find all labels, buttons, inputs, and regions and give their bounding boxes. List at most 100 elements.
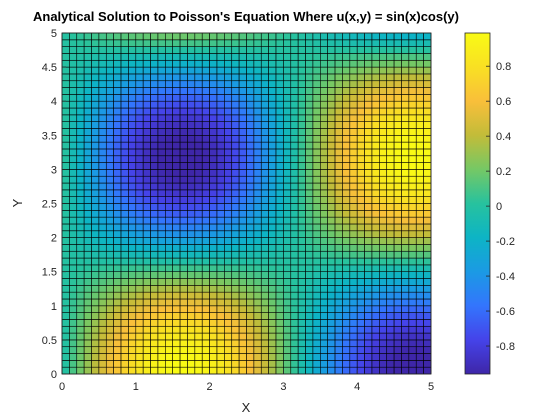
- heatmap-cell: [372, 244, 379, 251]
- heatmap-cell: [232, 40, 239, 47]
- heatmap-cell: [195, 265, 202, 272]
- heatmap-cell: [276, 122, 283, 129]
- heatmap-cell: [84, 326, 91, 333]
- heatmap-cell: [276, 197, 283, 204]
- heatmap-cell: [92, 367, 99, 374]
- heatmap-cell: [92, 244, 99, 251]
- heatmap-cell: [232, 231, 239, 238]
- heatmap-cell: [114, 306, 121, 313]
- heatmap-cell: [180, 47, 187, 54]
- heatmap-cell: [239, 333, 246, 340]
- heatmap-cell: [180, 163, 187, 170]
- heatmap-cell: [394, 176, 401, 183]
- heatmap-cell: [335, 210, 342, 217]
- heatmap-cell: [261, 183, 268, 190]
- heatmap-cell: [306, 238, 313, 245]
- heatmap-cell: [306, 128, 313, 135]
- heatmap-cell: [401, 122, 408, 129]
- heatmap-cell: [357, 347, 364, 354]
- heatmap-cell: [180, 217, 187, 224]
- heatmap-cell: [283, 224, 290, 231]
- heatmap-cell: [416, 81, 423, 88]
- heatmap-cell: [365, 115, 372, 122]
- heatmap-cell: [69, 149, 76, 156]
- heatmap-cell: [114, 197, 121, 204]
- heatmap-cell: [106, 60, 113, 67]
- heatmap-cell: [136, 47, 143, 54]
- heatmap-cell: [165, 128, 172, 135]
- heatmap-cell: [247, 244, 254, 251]
- heatmap-cell: [394, 108, 401, 115]
- heatmap-cell: [365, 224, 372, 231]
- heatmap-cell: [69, 279, 76, 286]
- heatmap-cell: [143, 169, 150, 176]
- heatmap-cell: [350, 313, 357, 320]
- heatmap-cell: [328, 279, 335, 286]
- heatmap-cell: [387, 169, 394, 176]
- heatmap-cell: [173, 326, 180, 333]
- heatmap-cell: [401, 265, 408, 272]
- heatmap-cell: [114, 94, 121, 101]
- heatmap-cell: [173, 354, 180, 361]
- heatmap-cell: [328, 149, 335, 156]
- heatmap-cell: [283, 210, 290, 217]
- heatmap-cell: [247, 231, 254, 238]
- heatmap-cell: [128, 135, 135, 142]
- heatmap-cell: [350, 149, 357, 156]
- heatmap-cell: [409, 169, 416, 176]
- heatmap-cell: [232, 122, 239, 129]
- heatmap-cell: [306, 354, 313, 361]
- heatmap-cell: [357, 53, 364, 60]
- heatmap-cell: [387, 238, 394, 245]
- heatmap-cell: [365, 238, 372, 245]
- heatmap-cell: [372, 197, 379, 204]
- heatmap-cell: [350, 142, 357, 149]
- heatmap-cell: [283, 94, 290, 101]
- heatmap-cell: [298, 142, 305, 149]
- heatmap-cell: [320, 67, 327, 74]
- heatmap-cell: [114, 258, 121, 265]
- heatmap-cell: [217, 108, 224, 115]
- heatmap-cell: [409, 156, 416, 163]
- heatmap-cell: [210, 244, 217, 251]
- heatmap-cell: [365, 40, 372, 47]
- heatmap-cell: [357, 40, 364, 47]
- heatmap-cell: [84, 81, 91, 88]
- heatmap-cell: [328, 354, 335, 361]
- heatmap-cell: [202, 40, 209, 47]
- heatmap-cell: [224, 197, 231, 204]
- heatmap-cell: [261, 156, 268, 163]
- heatmap-cell: [291, 326, 298, 333]
- heatmap-cell: [409, 122, 416, 129]
- heatmap-cell: [84, 319, 91, 326]
- heatmap-cell: [77, 292, 84, 299]
- heatmap-cell: [394, 210, 401, 217]
- heatmap-cell: [114, 238, 121, 245]
- heatmap-cell: [276, 354, 283, 361]
- heatmap-cell: [62, 244, 69, 251]
- heatmap-cell: [232, 115, 239, 122]
- heatmap-cell: [401, 74, 408, 81]
- heatmap-cell: [269, 197, 276, 204]
- heatmap-cell: [69, 204, 76, 211]
- heatmap-cell: [106, 190, 113, 197]
- heatmap-cell: [210, 88, 217, 95]
- heatmap-cell: [298, 190, 305, 197]
- heatmap-cell: [92, 251, 99, 258]
- heatmap-cell: [180, 279, 187, 286]
- heatmap-cell: [254, 347, 261, 354]
- heatmap-cell: [247, 333, 254, 340]
- heatmap-cell: [195, 340, 202, 347]
- heatmap-cell: [187, 354, 194, 361]
- heatmap-cell: [424, 33, 431, 40]
- heatmap-cell: [298, 224, 305, 231]
- heatmap-cell: [210, 272, 217, 279]
- heatmap-cell: [365, 217, 372, 224]
- heatmap-cell: [276, 217, 283, 224]
- heatmap-cell: [394, 251, 401, 258]
- heatmap-cell: [328, 163, 335, 170]
- heatmap-cell: [173, 128, 180, 135]
- heatmap-cell: [283, 354, 290, 361]
- heatmap-cell: [298, 40, 305, 47]
- heatmap-cell: [136, 347, 143, 354]
